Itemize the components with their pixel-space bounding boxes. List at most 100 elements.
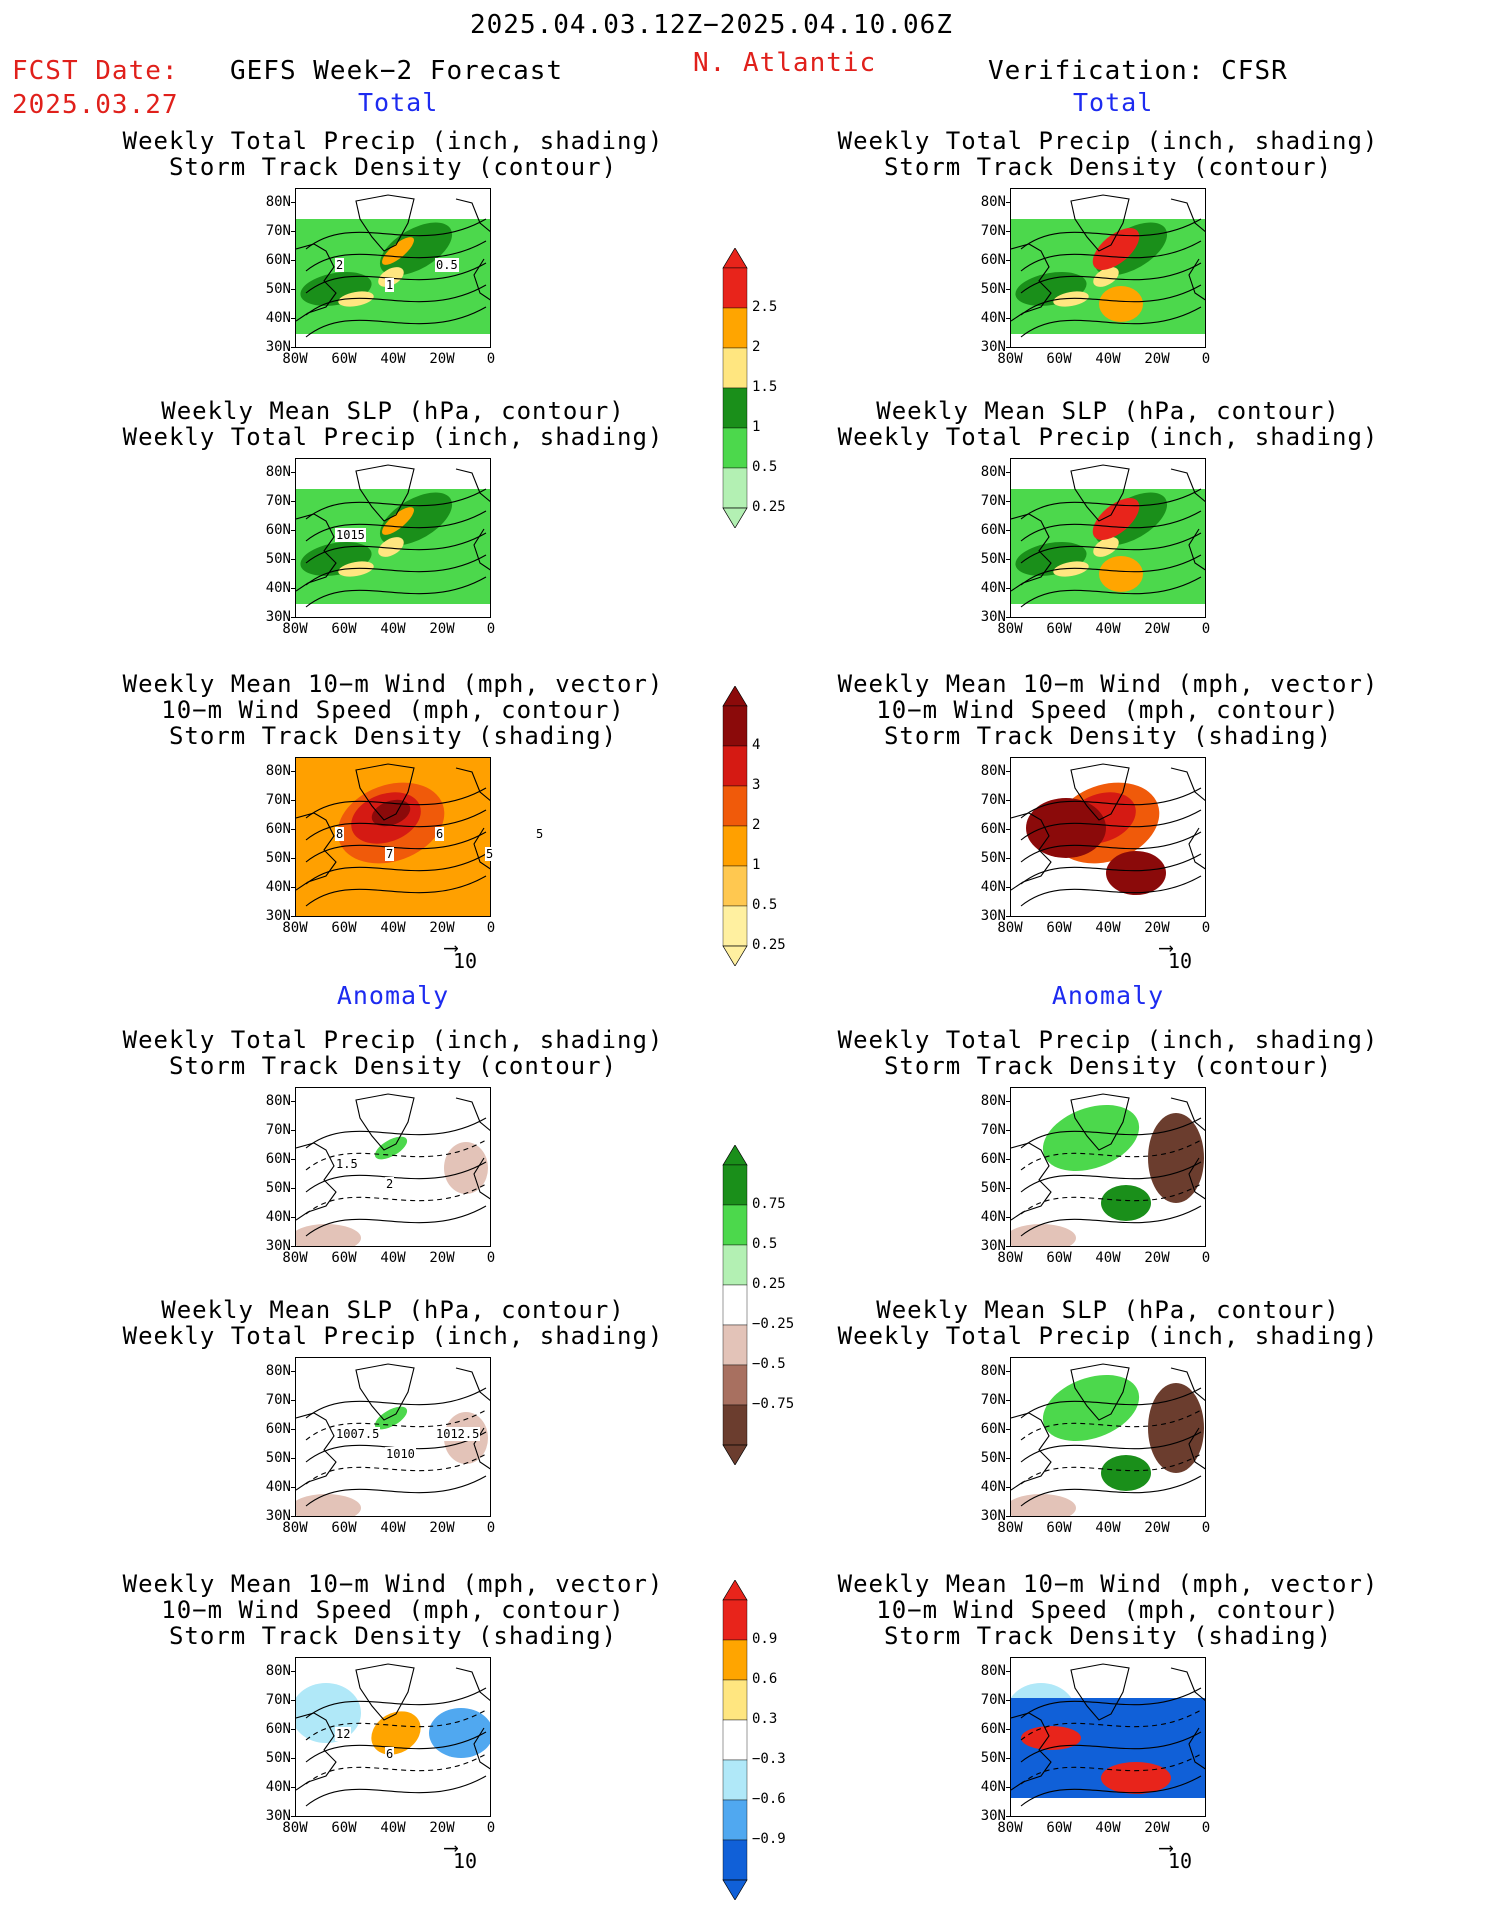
lon-label: 40W: [1095, 920, 1121, 936]
lat-label: 80N: [980, 1093, 1006, 1109]
reference-vector-arrow-icon: ⟶: [1160, 935, 1173, 959]
coastline-north-america: [1011, 243, 1052, 322]
lat-tick: [1006, 472, 1010, 473]
reference-vector-arrow-icon: ⟶: [445, 935, 458, 959]
contour-line: [305, 1453, 487, 1485]
lon-label: 20W: [429, 1820, 455, 1836]
lon-label: 40W: [380, 920, 406, 936]
lat-label: 80N: [980, 1363, 1006, 1379]
lon-label: 80W: [282, 1250, 308, 1266]
colorbar-label: 0.5: [752, 897, 778, 913]
colorbar-label: 0.5: [752, 1236, 778, 1252]
contour-line: [1020, 1205, 1202, 1237]
precip-max: [1093, 267, 1119, 287]
coastline-greenland: [355, 1093, 415, 1151]
map-canvas: [296, 1093, 490, 1246]
lon-label: 80W: [997, 1820, 1023, 1836]
lon-label: 40W: [1095, 1820, 1121, 1836]
lat-label: 70N: [265, 1392, 291, 1408]
lat-tick: [1006, 1487, 1010, 1488]
map-panel-5-1: [1010, 1657, 1206, 1817]
colorbar-segment: [722, 745, 748, 787]
lat-label: 40N: [980, 310, 1006, 326]
lon-label: 40W: [1095, 1250, 1121, 1266]
colorbar-top-arrow: [722, 1144, 748, 1166]
lon-label: 0: [1201, 1820, 1211, 1836]
contour-line: [305, 1387, 487, 1419]
panel-title-4-1: Weekly Mean SLP (hPa, contour) Weekly Tot…: [805, 1297, 1411, 1349]
contour-value-label: 1015: [335, 528, 366, 542]
lat-tick: [1006, 231, 1010, 232]
lat-tick: [1006, 1429, 1010, 1430]
title-line: Weekly Total Precip (inch, shading): [122, 423, 664, 451]
contour-line: [305, 1117, 487, 1149]
contour-value-label: 5: [485, 847, 495, 861]
lon-label: 40W: [380, 1520, 406, 1536]
lat-label: 50N: [980, 1750, 1006, 1766]
lat-tick: [291, 588, 295, 589]
lat-tick: [1006, 347, 1010, 348]
lon-label: 0: [1201, 920, 1211, 936]
lon-label: 40W: [1095, 351, 1121, 367]
map-canvas: [1011, 1363, 1205, 1516]
colorbar-segment: [722, 905, 748, 947]
contour-line: [1020, 1731, 1202, 1763]
lat-label: 60N: [980, 252, 1006, 268]
contour-value-label: 1.5: [335, 1157, 359, 1171]
contour-line: [305, 1205, 487, 1237]
lat-tick: [1006, 771, 1010, 772]
lon-label: 60W: [331, 351, 357, 367]
lat-label: 70N: [980, 223, 1006, 239]
lat-tick: [291, 1787, 295, 1788]
lat-tick: [1006, 1671, 1010, 1672]
title-line: Weekly Mean 10−m Wind (mph, vector): [837, 670, 1379, 698]
track-anom-pos: [371, 1711, 421, 1755]
lat-tick: [1006, 858, 1010, 859]
lat-tick: [291, 1246, 295, 1247]
region-title: N. Atlantic: [693, 48, 877, 78]
colorbar-top-arrow: [722, 247, 748, 269]
colorbar-segment: [722, 467, 748, 509]
contour-line: [1020, 1709, 1202, 1741]
contour-line: [1020, 1409, 1202, 1441]
lat-label: 50N: [265, 850, 291, 866]
lon-label: 80W: [997, 1250, 1023, 1266]
lat-tick: [291, 1371, 295, 1372]
lat-label: 50N: [980, 551, 1006, 567]
contour-line: [1020, 510, 1202, 542]
lon-label: 60W: [331, 1250, 357, 1266]
precip-anom-neg: [296, 1494, 361, 1516]
lat-label: 30N: [265, 1238, 291, 1254]
lat-tick: [291, 1516, 295, 1517]
lon-label: 40W: [380, 621, 406, 637]
lat-label: 70N: [980, 1692, 1006, 1708]
contour-line: [305, 1409, 487, 1441]
lat-tick: [291, 1758, 295, 1759]
lat-label: 80N: [980, 1663, 1006, 1679]
track-density-max: [1026, 798, 1106, 858]
colorbar-segment: [722, 267, 748, 309]
contour-line: [1020, 1453, 1202, 1485]
lat-tick: [1006, 1130, 1010, 1131]
lat-label: 40N: [265, 1209, 291, 1225]
lon-label: 80W: [282, 1820, 308, 1836]
colorbar-track_anom: [720, 1579, 750, 1901]
colorbar-label: −0.3: [752, 1751, 786, 1767]
colorbar-track_anom: [722, 1579, 748, 1901]
colorbar-label: −0.9: [752, 1831, 786, 1847]
lon-label: 0: [486, 920, 496, 936]
colorbar-label: −0.75: [752, 1396, 795, 1412]
lat-tick: [1006, 800, 1010, 801]
lat-label: 40N: [980, 1479, 1006, 1495]
lon-label: 60W: [1046, 1820, 1072, 1836]
map-canvas: [296, 758, 490, 916]
lat-tick: [291, 1729, 295, 1730]
lat-tick: [1006, 318, 1010, 319]
lat-tick: [291, 501, 295, 502]
contour-line: [1020, 853, 1202, 885]
colorbar-precip_anom: [720, 1144, 750, 1466]
coastline-greenland: [1070, 194, 1130, 252]
lat-tick: [291, 617, 295, 618]
lat-tick: [291, 1217, 295, 1218]
lat-label: 50N: [265, 1450, 291, 1466]
